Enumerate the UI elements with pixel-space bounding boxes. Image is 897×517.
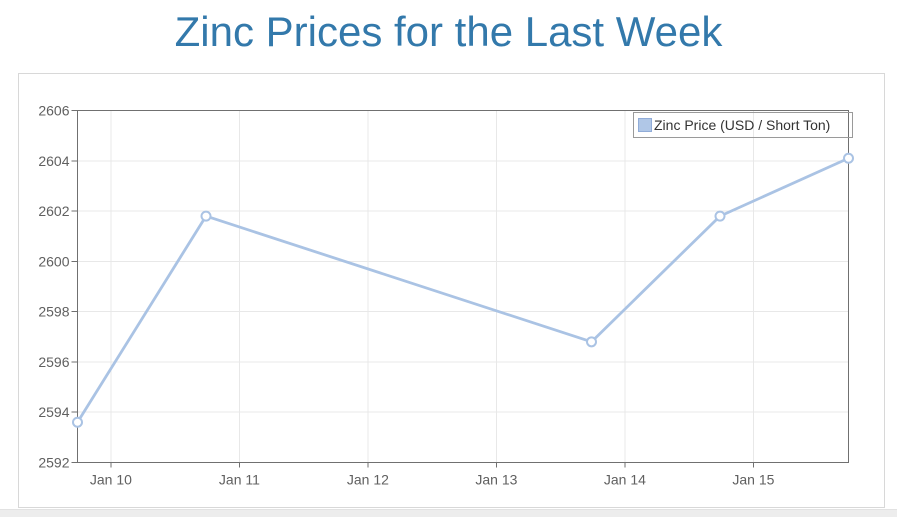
x-tick-label: Jan 14 (604, 472, 646, 488)
zinc-price-line-chart: Jan 10 Jan 11 Jan 12 Jan 13 Jan 14 Jan 15 2592… (38, 103, 854, 488)
footer-strip (0, 509, 897, 517)
y-tick-label: 2592 (38, 455, 69, 471)
page-title: Zinc Prices for the Last Week (174, 8, 723, 55)
chart-panel: Jan 10 Jan 11 Jan 12 Jan 13 Jan 14 Jan 15 2592… (18, 73, 885, 508)
data-point-marker[interactable] (72, 416, 83, 428)
x-tick-label: Jan 10 (90, 472, 132, 488)
x-tick-label: Jan 13 (475, 472, 517, 488)
y-tick-label: 2596 (38, 354, 69, 370)
price-line (76, 156, 850, 424)
y-tick-label: 2598 (38, 304, 69, 320)
data-point-marker[interactable] (586, 336, 597, 348)
x-tick-label: Jan 15 (732, 472, 774, 488)
legend-label: Zinc Price (USD / Short Ton) (654, 117, 830, 133)
plot-border (77, 110, 849, 463)
y-tick-label: 2606 (38, 103, 69, 119)
legend-box[interactable] (633, 112, 853, 138)
data-point-marker[interactable] (200, 210, 212, 222)
x-tick-label: Jan 11 (219, 472, 260, 488)
y-tick-label: 2600 (38, 253, 69, 269)
data-point-marker[interactable] (714, 210, 726, 222)
y-tick-label: 2594 (38, 404, 69, 420)
y-tick-label: 2604 (38, 153, 69, 169)
legend[interactable]: Zinc Price (USD / Short Ton) (633, 112, 853, 138)
x-tick-label: Jan 12 (347, 472, 389, 488)
data-point-marker[interactable] (843, 152, 854, 164)
y-tick-label: 2602 (38, 203, 69, 219)
legend-swatch-icon (638, 118, 652, 132)
